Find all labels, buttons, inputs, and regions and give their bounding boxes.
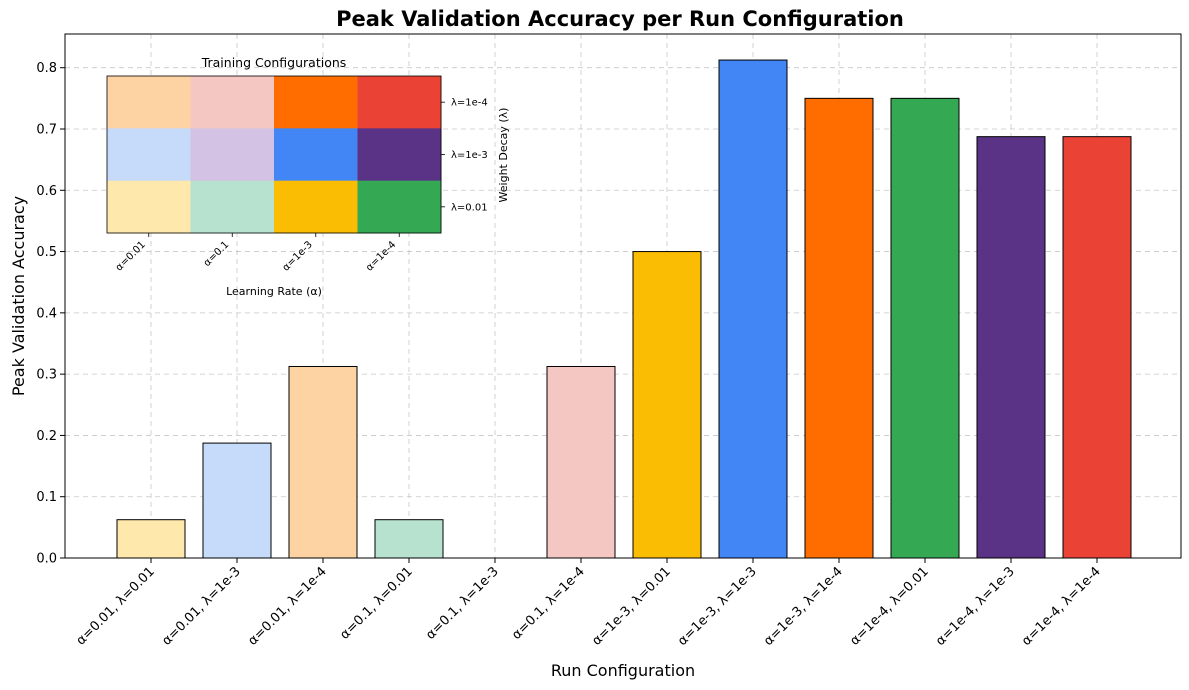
y-ticks: 0.0 0.1 0.2 0.3 0.4 0.5 0.6 0.7 0.8 [36,61,65,567]
x-tick-label: α=0.01, λ=0.01 [74,564,158,648]
heatmap-cell [357,128,442,182]
heatmap-cell [107,180,191,234]
heatmap-cell [190,180,275,234]
inset-x-tick-label: α=0.1 [202,239,232,269]
heatmap-cell [274,180,358,234]
inset-cells [107,76,442,234]
heatmap-cell [274,128,358,182]
bar [116,519,186,559]
bar [632,251,702,559]
inset-y-label: Weight Decay (λ) [497,108,510,203]
y-tick-label: 0.1 [36,490,57,505]
inset-x-tick-label: α=0.01 [114,239,148,273]
inset-y-tick-label: λ=0.01 [451,202,488,213]
y-tick-label: 0.8 [36,61,57,76]
bar [976,136,1046,559]
y-tick-label: 0.0 [36,552,57,567]
bar [718,59,788,559]
heatmap-cell [107,128,191,182]
heatmap-cell [357,180,442,234]
bar [374,519,444,559]
inset-x-label: Learning Rate (α) [226,285,322,298]
x-tick-label: α=0.1, λ=0.01 [337,564,415,642]
x-tick-label: α=1e-4, λ=1e-4 [1019,564,1104,649]
x-tick-label: α=1e-3, λ=1e-3 [675,564,760,649]
y-tick-label: 0.2 [36,429,57,444]
inset-y-tick-label: λ=1e-4 [451,98,488,109]
inset-x-tick-label: α=1e-3 [281,239,315,273]
x-tick-label: α=0.01, λ=1e-4 [245,564,329,648]
heatmap-cell [357,76,442,129]
y-tick-label: 0.7 [36,122,57,137]
y-tick-label: 0.4 [36,306,57,321]
heatmap-cell [107,76,191,129]
y-tick-label: 0.6 [36,184,57,199]
x-tick-label: α=1e-3, λ=0.01 [589,564,673,648]
bar [804,97,874,559]
inset-y-ticks: λ=1e-4 λ=1e-3 λ=0.01 [441,98,488,213]
y-tick-label: 0.5 [36,245,57,260]
x-tick-label: α=0.1, λ=1e-3 [423,564,502,643]
x-ticks: α=0.01, λ=0.01 α=0.01, λ=1e-3 α=0.01, λ=1e… [74,558,1104,649]
bar [202,442,272,559]
inset-y-tick-label: λ=1e-3 [451,150,488,161]
inset-title: Training Configurations [201,55,347,70]
bar [288,365,358,559]
bar [546,365,616,559]
bar [1062,136,1132,559]
x-tick-label: α=0.01, λ=1e-3 [159,564,243,648]
x-axis-label: Run Configuration [551,661,695,680]
bars [116,59,1132,559]
heatmap-cell [190,128,275,182]
heatmap-cell [274,76,358,129]
inset-heatmap: Training Configurations α=0.01 α=0.1 α=1e-… [106,55,510,298]
inset-x-ticks: α=0.01 α=0.1 α=1e-3 α=1e-4 [114,233,400,274]
inset-x-tick-label: α=1e-4 [364,239,398,273]
y-tick-label: 0.3 [36,368,57,383]
heatmap-cell [190,76,275,129]
chart-title: Peak Validation Accuracy per Run Configu… [336,7,904,31]
x-tick-label: α=0.1, λ=1e-4 [509,564,588,643]
x-tick-label: α=1e-4, λ=0.01 [847,564,931,648]
x-tick-label: α=1e-3, λ=1e-4 [761,564,846,649]
bar [890,97,960,559]
x-tick-label: α=1e-4, λ=1e-3 [933,564,1018,649]
plot-frame [64,33,1182,559]
y-axis-label: Peak Validation Accuracy [9,196,28,396]
